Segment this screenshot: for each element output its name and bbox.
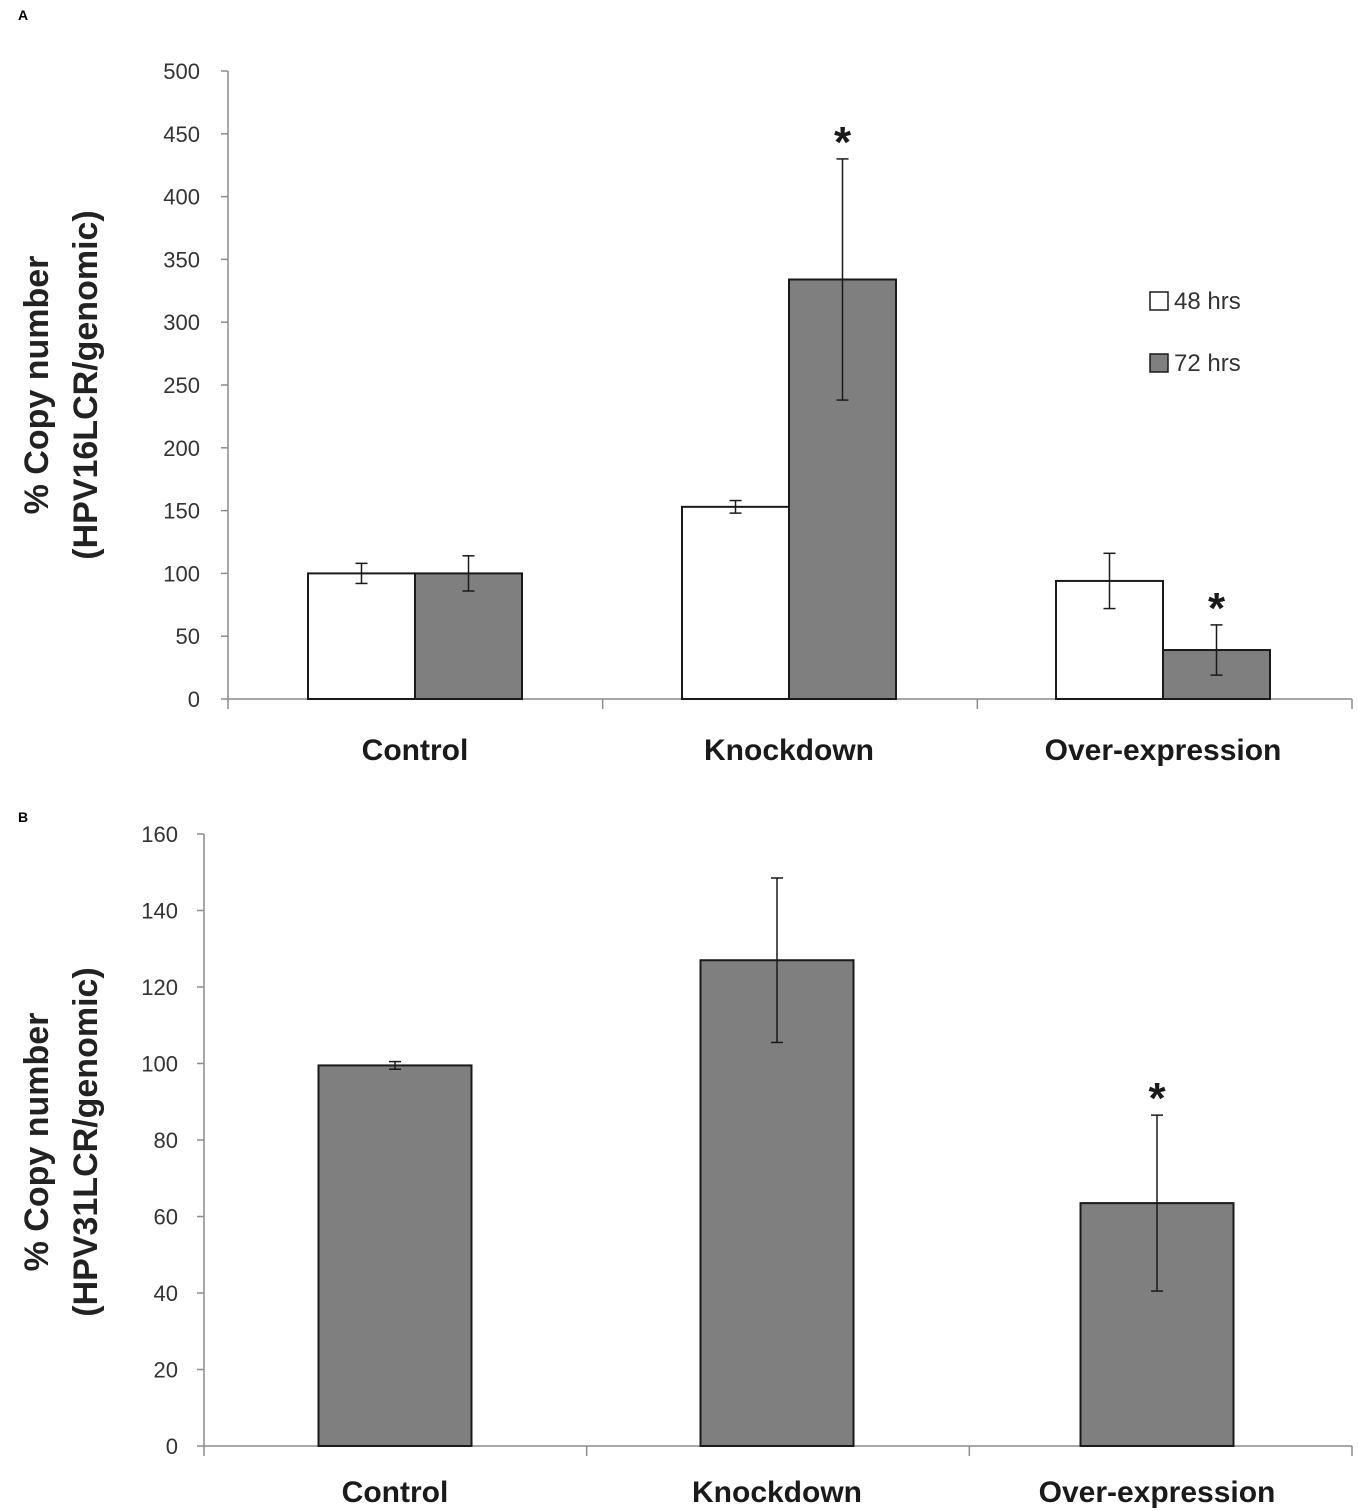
panel-label: A: [18, 7, 28, 23]
y-tick-label: 140: [141, 899, 178, 924]
y-axis-label: (HPV16LCR/genomic): [67, 210, 105, 560]
bar: [681, 505, 790, 700]
category-label: Over-expression: [1039, 1476, 1276, 1509]
y-tick-label: 40: [154, 1281, 178, 1306]
significance-marker: *: [1208, 584, 1226, 633]
category-label: Control: [342, 1476, 449, 1509]
y-axis-label: % Copy number: [18, 256, 56, 515]
y-axis-label: (HPV31LCR/genomic): [67, 967, 105, 1317]
legend-swatch: [1149, 353, 1169, 373]
y-tick-label: 150: [163, 499, 200, 524]
legend-label: 72 hrs: [1174, 350, 1241, 377]
y-tick-label: 400: [163, 185, 200, 210]
bar: [414, 572, 523, 701]
y-tick-label: 300: [163, 310, 200, 335]
significance-marker: *: [1148, 1074, 1166, 1123]
y-tick-label: 60: [154, 1205, 178, 1230]
panel-b-chart: B 0 20 40 60 80 100 120 140 160 Control Knockdown Ov…: [18, 809, 1353, 1509]
y-tick-label: 20: [154, 1358, 178, 1383]
bar: [317, 1064, 473, 1447]
legend-swatch: [1149, 291, 1169, 311]
y-tick-label: 120: [141, 975, 178, 1000]
legend-label: 48 hrs: [1174, 288, 1241, 315]
bar: [307, 572, 416, 701]
y-tick-label: 250: [163, 373, 200, 398]
y-tick-label: 160: [141, 822, 178, 847]
y-tick-label: 450: [163, 122, 200, 147]
y-tick-label: 200: [163, 436, 200, 461]
category-label: Knockdown: [692, 1476, 862, 1509]
y-axis-label: % Copy number: [18, 1013, 56, 1272]
y-tick-label: 100: [163, 561, 200, 586]
y-tick-label: 500: [163, 59, 200, 84]
panel-a-chart: A 0 50 100 150 200 250 300 350 400 450 500 Control Kn…: [18, 7, 1353, 767]
y-tick-label: 100: [141, 1052, 178, 1077]
y-tick-label: 350: [163, 247, 200, 272]
y-tick-label: 0: [188, 687, 200, 712]
category-label: Control: [362, 734, 469, 767]
y-tick-label: 0: [166, 1434, 178, 1459]
significance-marker: *: [834, 118, 852, 167]
y-tick-label: 50: [176, 624, 200, 649]
category-label: Over-expression: [1045, 734, 1282, 767]
panel-label: B: [18, 809, 28, 825]
y-tick-label: 80: [154, 1128, 178, 1153]
category-label: Knockdown: [704, 734, 874, 767]
